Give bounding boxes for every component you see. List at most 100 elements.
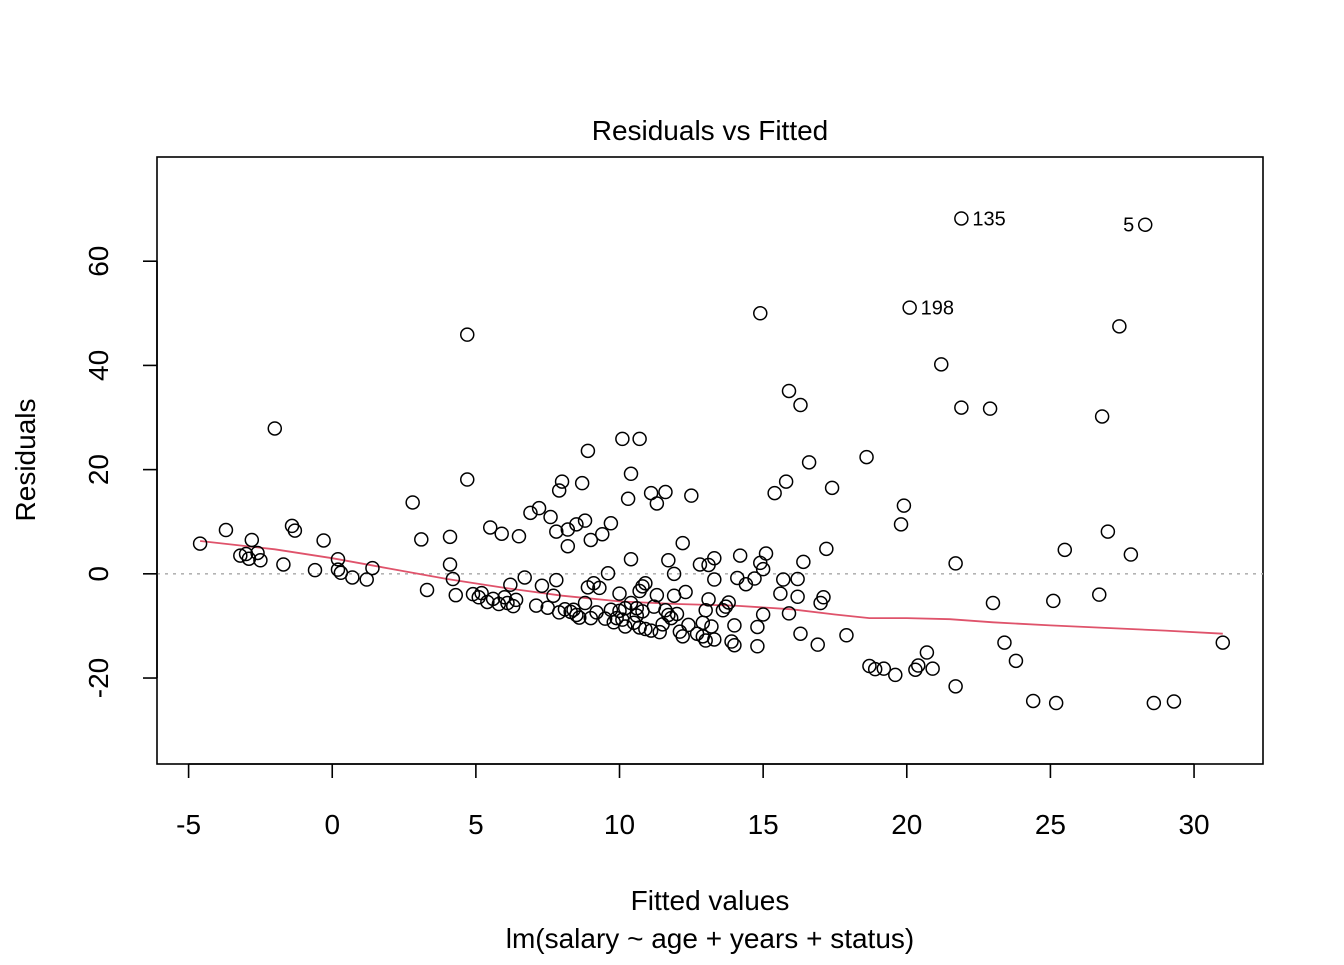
- data-point: [773, 586, 788, 601]
- x-tick-label: 25: [1035, 809, 1066, 840]
- data-point: [747, 571, 762, 586]
- data-point: [753, 306, 768, 321]
- x-tick-label: 20: [891, 809, 922, 840]
- data-point: [517, 570, 532, 585]
- data-point: [649, 587, 665, 603]
- x-tick-label: 30: [1178, 809, 1209, 840]
- data-point: [460, 327, 475, 342]
- points-layer: [192, 211, 1231, 711]
- data-point: [1025, 693, 1041, 709]
- data-point: [669, 606, 685, 622]
- data-point: [755, 561, 771, 577]
- data-point: [781, 606, 797, 621]
- data-point: [750, 638, 765, 654]
- data-point: [419, 582, 435, 598]
- data-point: [776, 572, 791, 587]
- data-point: [661, 607, 676, 623]
- data-point: [560, 538, 576, 554]
- data-point: [758, 546, 774, 561]
- data-point: [698, 633, 713, 648]
- data-point: [609, 610, 624, 626]
- data-point: [684, 488, 699, 503]
- data-point: [442, 529, 458, 545]
- data-point: [695, 615, 711, 631]
- data-point: [623, 551, 639, 567]
- x-tick-label: 5: [468, 809, 484, 840]
- data-point: [1137, 217, 1153, 232]
- data-point: [767, 485, 782, 501]
- x-axis: -5 0 5 10 15 20 25 30: [176, 763, 1210, 840]
- data-point: [781, 383, 797, 399]
- y-tick-label: -20: [83, 658, 114, 698]
- data-point: [580, 443, 596, 459]
- data-point: [948, 679, 963, 694]
- y-tick-label: 40: [83, 350, 114, 381]
- data-point: [1092, 587, 1107, 602]
- data-point: [615, 431, 630, 447]
- y-axis-title: Residuals: [10, 399, 41, 522]
- data-point: [600, 566, 616, 581]
- data-point: [623, 466, 639, 482]
- data-point: [267, 421, 283, 436]
- data-point: [1008, 653, 1024, 669]
- data-point: [330, 551, 346, 567]
- data-point: [919, 645, 935, 660]
- data-point: [595, 526, 610, 542]
- data-point: [534, 578, 550, 594]
- y-tick-label: 60: [83, 246, 114, 277]
- y-axis: -20 0 20 40 60: [83, 246, 158, 698]
- data-point: [727, 618, 742, 633]
- data-point: [876, 661, 892, 676]
- data-point: [675, 535, 690, 551]
- data-point: [819, 541, 834, 557]
- data-point: [839, 628, 854, 643]
- data-point: [569, 607, 584, 623]
- data-point: [997, 635, 1012, 650]
- data-point: [672, 624, 688, 639]
- data-point: [1100, 524, 1116, 539]
- data-point: [442, 557, 458, 572]
- data-point: [511, 529, 527, 544]
- point-label: 5: [1123, 215, 1134, 237]
- data-point: [359, 572, 374, 587]
- data-point: [574, 475, 590, 491]
- data-point: [724, 634, 739, 649]
- data-point: [244, 532, 260, 548]
- data-point: [345, 570, 360, 585]
- data-point: [192, 536, 208, 551]
- data-point: [612, 586, 627, 601]
- data-point: [1215, 635, 1231, 650]
- data-point: [810, 637, 825, 652]
- data-point: [620, 491, 636, 507]
- x-tick-label: -5: [176, 809, 201, 840]
- data-point: [460, 472, 475, 487]
- data-point: [316, 533, 331, 548]
- data-point: [528, 598, 544, 613]
- data-point: [666, 566, 682, 582]
- data-point: [523, 505, 538, 521]
- data-point: [287, 523, 303, 538]
- data-point: [549, 524, 564, 539]
- data-point: [948, 556, 963, 571]
- data-point: [902, 300, 917, 315]
- data-point: [414, 532, 429, 547]
- plot-frame: [156, 156, 1264, 765]
- data-point: [985, 595, 1001, 611]
- data-point: [658, 484, 673, 500]
- data-point: [546, 588, 561, 603]
- data-point: [859, 449, 874, 465]
- data-point: [896, 498, 912, 513]
- data-point: [867, 661, 883, 677]
- x-tick-label: 10: [604, 809, 635, 840]
- data-point: [1146, 695, 1162, 711]
- data-point: [638, 621, 653, 637]
- data-point: [893, 517, 909, 532]
- data-point: [730, 570, 745, 586]
- data-point: [824, 480, 840, 496]
- data-point: [982, 401, 998, 416]
- data-point: [592, 580, 607, 596]
- data-point: [448, 587, 464, 603]
- data-point: [649, 496, 665, 511]
- x-axis-subtitle: lm(salary ~ age + years + status): [506, 923, 915, 954]
- x-tick-label: 0: [324, 809, 340, 840]
